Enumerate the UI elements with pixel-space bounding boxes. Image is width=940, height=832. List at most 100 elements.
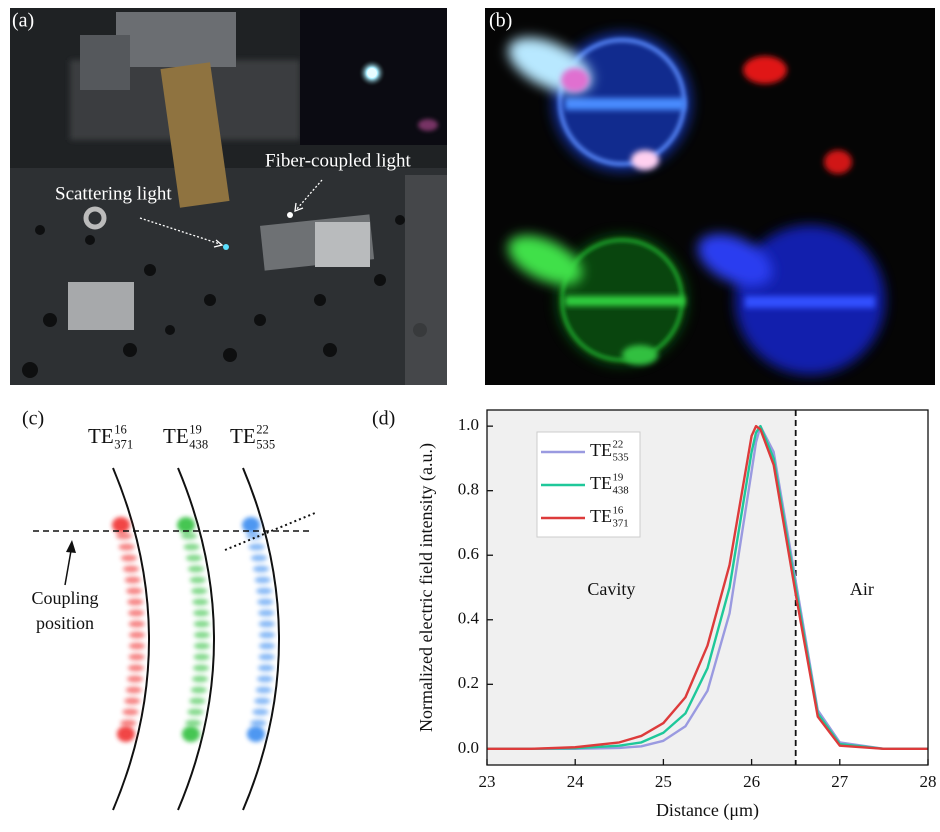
photo-b [485, 8, 935, 385]
field-dot [118, 543, 135, 551]
field-dot [128, 631, 145, 639]
field-dot [193, 609, 210, 617]
mode-sup: 19 [613, 472, 624, 484]
photo-a [10, 8, 447, 385]
panel-label: (c) [22, 408, 44, 430]
x-tick-label: 26 [743, 772, 760, 791]
field-dot [189, 576, 206, 584]
field-dot [256, 587, 273, 595]
y-tick-label: 0.6 [458, 544, 479, 563]
field-dot [120, 554, 137, 562]
field-dot [193, 631, 210, 639]
x-tick-label: 27 [831, 772, 849, 791]
mode-label: TE22 535 [230, 423, 275, 452]
y-tick-label: 0.8 [458, 480, 479, 499]
field-dot [181, 726, 200, 742]
mode-sup: 16 [114, 423, 127, 437]
panel-label: (d) [372, 408, 395, 430]
field-dot [255, 686, 272, 694]
mode-label: TE16 371 [590, 505, 629, 530]
field-dot [122, 708, 139, 716]
mode-label: TE19 438 [163, 423, 208, 452]
field-dot [125, 686, 142, 694]
field-dot [124, 576, 141, 584]
field-dot [252, 565, 269, 573]
mode-labels: TE16 371 TE19 438 TE22 535 [88, 423, 275, 452]
mode-base: TE [230, 424, 256, 448]
field-dot [242, 517, 260, 533]
field-dot [245, 532, 262, 540]
mode-base: TE [88, 424, 114, 448]
field-dot [193, 620, 210, 628]
field-dot [258, 653, 275, 661]
mode-label: TE16 371 [88, 423, 133, 452]
y-tick-label: 0.4 [458, 609, 480, 628]
field-dot [128, 609, 145, 617]
mode-sup: 22 [256, 423, 269, 437]
y-tick-label: 0.2 [458, 673, 479, 692]
x-tick-label: 28 [920, 772, 937, 791]
field-dot [192, 675, 209, 683]
panel-label: (b) [489, 10, 512, 32]
mode-base: TE [590, 473, 612, 493]
field-dots [112, 517, 275, 742]
mode-sub: 535 [256, 437, 275, 451]
field-dot [127, 664, 144, 672]
series-line [487, 424, 928, 751]
field-dot [257, 598, 274, 606]
series-line [487, 424, 928, 751]
annotation: Scattering light [55, 183, 172, 204]
field-dot [193, 653, 210, 661]
field-dot [192, 598, 209, 606]
mode-sub: 438 [613, 485, 629, 497]
field-dot [193, 642, 210, 650]
field-dot [248, 543, 265, 551]
field-dot [183, 543, 200, 551]
mode-sub: 535 [613, 452, 629, 464]
field-dot [254, 697, 271, 705]
field-dot [127, 598, 144, 606]
x-axis-label: Distance (μm) [656, 800, 759, 821]
mode-label: TE22 535 [590, 439, 629, 464]
field-dot [246, 726, 265, 742]
field-dot [254, 576, 271, 584]
mode-sup: 16 [613, 505, 624, 517]
mode-base: TE [590, 506, 612, 526]
field-dot [190, 686, 207, 694]
mode-base: TE [163, 424, 189, 448]
field-dot [252, 708, 269, 716]
field-dot [120, 719, 137, 727]
field-dot [185, 719, 202, 727]
field-dot [126, 587, 143, 595]
annotation: Cavity [587, 579, 635, 599]
y-tick-label: 0.0 [458, 738, 479, 757]
field-dot [185, 554, 202, 562]
field-dot [257, 664, 274, 672]
field-dot [257, 675, 274, 683]
field-dot [189, 697, 206, 705]
annotation: Air [850, 579, 874, 599]
field-dot [192, 664, 209, 672]
field-dot [128, 653, 145, 661]
field-dot [115, 532, 132, 540]
field-dot [187, 565, 204, 573]
x-tick-label: 23 [479, 772, 496, 791]
mode-sup: 19 [189, 423, 202, 437]
mode-sub: 438 [189, 437, 208, 451]
annotation: position [36, 613, 94, 633]
field-dot [124, 697, 141, 705]
y-axis-label: Normalized electric field intensity (a.u… [416, 443, 437, 732]
mode-sub: 371 [613, 518, 629, 530]
field-dot [258, 609, 275, 617]
field-dot [250, 719, 267, 727]
mode-sup: 22 [613, 439, 624, 451]
mode-label: TE19 438 [590, 472, 629, 497]
mode-sub: 371 [114, 437, 133, 451]
field-dot [180, 532, 197, 540]
field-dot [250, 554, 267, 562]
x-tick-label: 24 [567, 772, 585, 791]
schematic-c [112, 467, 280, 811]
